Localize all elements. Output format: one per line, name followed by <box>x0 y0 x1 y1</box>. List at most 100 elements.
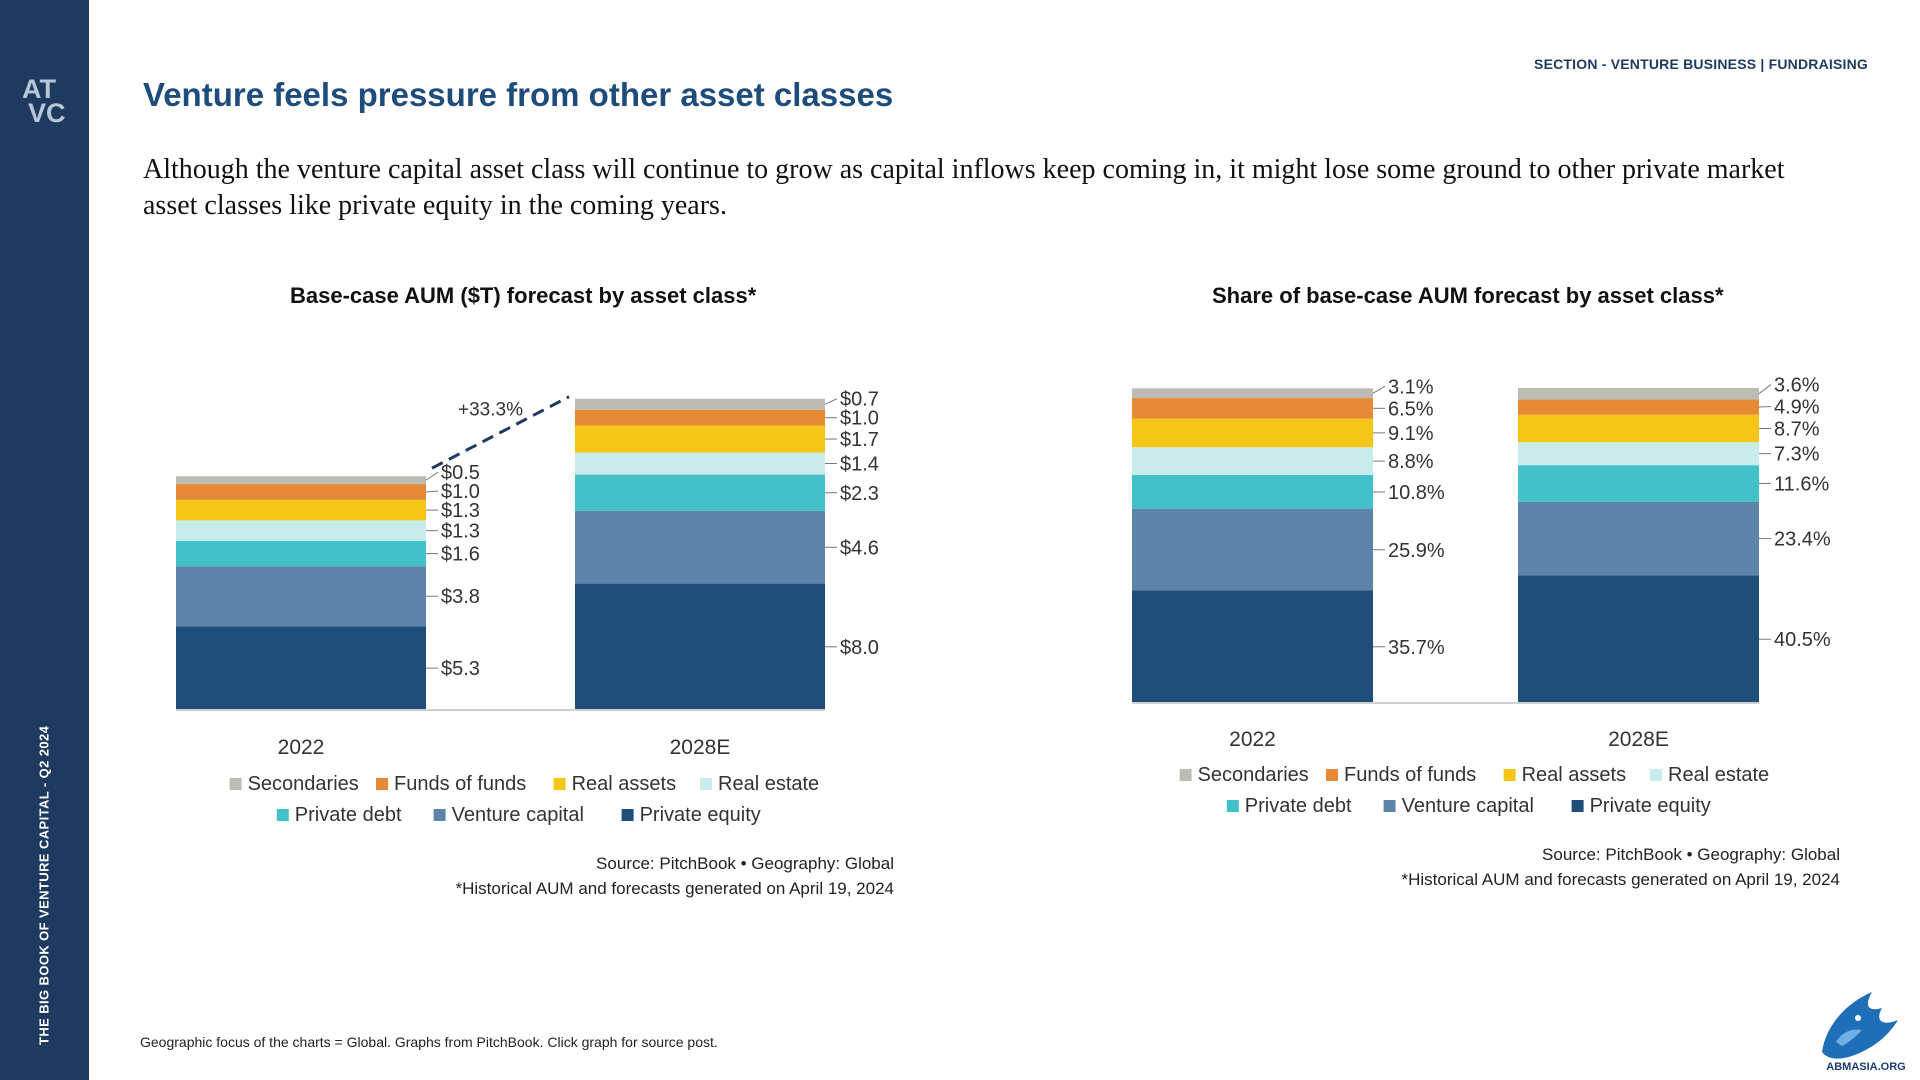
bar-segment-venture-capital-2028e <box>575 510 825 584</box>
bar-segment-funds-of-funds-2028e <box>575 409 825 426</box>
data-label-private-equity-2028e: $8.0 <box>840 637 879 659</box>
legend-swatch-real-estate <box>1650 769 1662 781</box>
bar-segment-funds-of-funds-2028e <box>1518 399 1759 415</box>
bar-segment-private-debt-2022 <box>176 540 426 567</box>
legend-item-real-estate: Real estate <box>1668 764 1769 786</box>
bar-segment-real-assets-2028e <box>575 425 825 453</box>
bar-segment-private-debt-2028e <box>1518 465 1759 502</box>
data-label-leader <box>425 471 439 481</box>
data-label-private-debt-2022: $1.6 <box>441 544 480 566</box>
logo-line-1: AT <box>22 74 56 104</box>
data-label-secondaries-2028e: 3.6% <box>1774 374 1820 396</box>
eagle-logo-icon: ABMASIA.ORG <box>1822 992 1906 1073</box>
bar-segment-secondaries-2028e <box>575 398 825 410</box>
data-label-funds-of-funds-2028e: $1.0 <box>840 408 879 430</box>
legend-item-private-debt: Private debt <box>295 804 402 826</box>
data-label-real-assets-2028e: $1.7 <box>840 429 879 451</box>
legend-item-private-equity: Private equity <box>640 804 761 826</box>
data-label-real-estate-2022: $1.3 <box>441 521 480 543</box>
growth-annotation: +33.3% <box>458 399 523 420</box>
data-label-private-equity-2022: $5.3 <box>441 658 480 680</box>
legend-item-funds-of-funds: Funds of funds <box>394 773 526 795</box>
sidebar: AT VC THE BIG BOOK OF VENTURE CAPITAL - … <box>0 0 89 1080</box>
data-label-funds-of-funds-2022: $1.0 <box>441 481 480 503</box>
legend-item-real-estate: Real estate <box>718 773 819 795</box>
data-label-funds-of-funds-2022: 6.5% <box>1388 398 1434 420</box>
aum-forecast-chart[interactable]: $5.3$3.8$1.6$1.3$1.3$1.0$0.52022$8.0$4.6… <box>140 370 960 840</box>
chart-1-footnote-line: *Historical AUM and forecasts generated … <box>455 879 894 898</box>
bar-segment-venture-capital-2022 <box>176 566 426 627</box>
footer-note: Geographic focus of the charts = Global.… <box>140 1034 718 1050</box>
legend-swatch-funds-of-funds <box>376 778 388 790</box>
chart-1-source-line: Source: PitchBook • Geography: Global <box>596 854 894 873</box>
data-label-venture-capital-2022: $3.8 <box>441 586 480 608</box>
data-label-private-equity-2028e: 40.5% <box>1774 629 1831 651</box>
bar-segment-venture-capital-2028e <box>1518 501 1759 576</box>
legend-item-venture-capital: Venture capital <box>1402 795 1534 817</box>
data-label-private-debt-2022: 10.8% <box>1388 482 1445 504</box>
share-forecast-chart[interactable]: 35.7% 25.9% 10.8% 8.8% 9.1% 6.5%3.1% 2022 40.5%… <box>1100 370 1880 830</box>
data-label-real-estate-2028e: $1.4 <box>840 454 879 476</box>
chart-2-source: Source: PitchBook • Geography: Global *H… <box>1402 842 1840 892</box>
legend-item-private-debt: Private debt <box>1245 795 1352 817</box>
legend-swatch-private-debt <box>1226 800 1239 812</box>
bar-segment-private-equity-2022 <box>1132 590 1373 703</box>
legend-swatch-real-assets <box>1503 769 1516 781</box>
chart-2-source-line: Source: PitchBook • Geography: Global <box>1542 845 1840 864</box>
legend-item-venture-capital: Venture capital <box>452 804 584 826</box>
legend-item-real-assets: Real assets <box>1522 764 1627 786</box>
page-title: Venture feels pressure from other asset … <box>143 76 894 113</box>
abmasia-badge[interactable]: ABMASIA.ORG <box>1812 972 1920 1074</box>
bar-segment-real-assets-2028e <box>1518 414 1759 443</box>
data-label-leader <box>1758 384 1772 395</box>
bar-segment-real-assets-2022 <box>176 499 426 521</box>
bar-segment-real-estate-2028e <box>1518 442 1759 466</box>
bar-segment-secondaries-2022 <box>1132 388 1373 399</box>
chart-2-footnote-line: *Historical AUM and forecasts generated … <box>1401 870 1840 889</box>
data-label-private-debt-2028e: $2.3 <box>840 483 879 505</box>
bar-segment-real-estate-2028e <box>575 452 825 475</box>
legend-swatch-venture-capital <box>433 809 446 821</box>
bar-segment-private-debt-2028e <box>575 474 825 511</box>
bar-segment-private-equity-2022 <box>176 626 426 710</box>
category-label-2028e: 2028E <box>670 736 731 759</box>
data-label-venture-capital-2022: 25.9% <box>1388 540 1445 562</box>
legend-item-funds-of-funds: Funds of funds <box>1344 764 1476 786</box>
bar-segment-secondaries-2028e <box>1518 388 1759 400</box>
legend-swatch-real-assets <box>553 778 566 790</box>
intro-paragraph: Although the venture capital asset class… <box>143 154 1785 221</box>
category-label-2022: 2022 <box>1229 728 1276 751</box>
bar-segment-private-equity-2028e <box>1518 575 1759 703</box>
bar-segment-real-assets-2022 <box>1132 418 1373 448</box>
data-label-real-estate-2028e: 7.3% <box>1774 444 1820 466</box>
data-label-secondaries-2028e: $0.7 <box>840 389 879 411</box>
legend-swatch-funds-of-funds <box>1326 769 1338 781</box>
legend-item-private-equity: Private equity <box>1590 795 1711 817</box>
legend-swatch-venture-capital <box>1383 800 1396 812</box>
legend-swatch-private-debt <box>276 809 289 821</box>
data-label-leader <box>425 490 439 493</box>
data-label-venture-capital-2028e: 23.4% <box>1774 529 1831 551</box>
data-label-real-estate-2022: 8.8% <box>1388 451 1434 473</box>
book-title-vertical: THE BIG BOOK OF VENTURE CAPITAL - Q2 202… <box>36 725 52 1045</box>
atvc-logo[interactable]: AT VC <box>22 76 66 128</box>
growth-dashed-line <box>431 395 570 470</box>
data-label-venture-capital-2028e: $4.6 <box>840 537 879 559</box>
data-label-leader <box>824 398 838 405</box>
legend-item-real-assets: Real assets <box>572 773 677 795</box>
data-label-secondaries-2022: $0.5 <box>441 462 480 484</box>
bar-segment-funds-of-funds-2022 <box>1132 398 1373 419</box>
data-label-funds-of-funds-2028e: 4.9% <box>1774 396 1820 418</box>
chart-1-title: Base-case AUM ($T) forecast by asset cla… <box>290 283 757 308</box>
data-label-leader <box>1758 405 1772 408</box>
data-label-secondaries-2022: 3.1% <box>1388 376 1434 398</box>
category-label-2022: 2022 <box>278 736 325 759</box>
logo-line-2: VC <box>28 98 66 128</box>
legend-swatch-secondaries <box>1179 769 1192 781</box>
legend-item-secondaries: Secondaries <box>1198 764 1309 786</box>
bar-segment-real-estate-2022 <box>1132 447 1373 475</box>
data-label-real-assets-2022: 9.1% <box>1388 423 1434 445</box>
data-label-real-assets-2022: $1.3 <box>441 500 480 522</box>
bar-segment-private-equity-2028e <box>575 583 825 710</box>
bar-segment-private-debt-2022 <box>1132 474 1373 509</box>
